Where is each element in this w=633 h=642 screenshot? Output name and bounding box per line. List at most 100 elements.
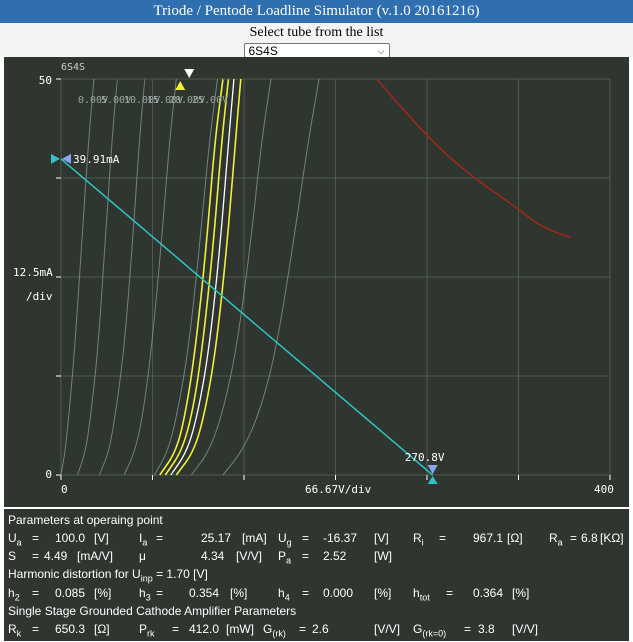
grk-value: 2.6 (312, 622, 329, 636)
plot-grid (56, 78, 611, 480)
curve-label: 20.00V (169, 95, 205, 106)
rk-value: 650.3 (55, 622, 86, 636)
ri-value: 967.1 (473, 531, 504, 545)
ug-label: Ug (278, 531, 292, 548)
htot-eq: = (446, 586, 454, 600)
s-label: S (8, 549, 17, 563)
h3-label: h3 (139, 586, 151, 603)
s-unit: [mA/V] (77, 549, 114, 563)
chevron-down-icon: ⌵ (377, 46, 385, 56)
plate-curve (222, 78, 320, 476)
h3-unit: [%] (230, 586, 248, 600)
ri-unit: [Ω] (507, 531, 523, 545)
voltage-handle-icon (427, 476, 438, 484)
operating-point-handle-icon (184, 69, 195, 78)
pa-eq: = (302, 549, 310, 563)
s-eq: = (32, 549, 40, 563)
pa-label: Pa (278, 549, 292, 566)
current-handle-icon (51, 153, 60, 164)
y-zero-label: 0 (45, 468, 52, 481)
grk0-value: 3.8 (478, 622, 495, 636)
rk-unit: [Ω] (94, 622, 110, 636)
app-title: Triode / Pentode Loadline Simulator (v.1… (0, 0, 633, 23)
y-mid-label: 12.5mA (13, 266, 53, 279)
load-line (60, 158, 434, 476)
ri-label: Ri (413, 531, 424, 548)
tube-selector-bar: Select tube from the list 6S4S ⌵ (0, 23, 633, 58)
plate-curve (76, 78, 118, 476)
plot-markers (51, 69, 438, 484)
plate-curve (123, 78, 177, 476)
current-handle-icon (62, 153, 71, 164)
loadline-graph[interactable]: 6S4S 50 12.5mA /div 0 0 66.67V/div 400 0… (4, 57, 629, 507)
operating-point-heading: Parameters at operaing point (8, 513, 163, 527)
htot-unit: [%] (512, 586, 530, 600)
rk-eq: = (32, 622, 40, 636)
h2-value: 0.085 (55, 586, 86, 600)
ia-eq: = (156, 531, 164, 545)
tube-select[interactable]: 6S4S ⌵ (243, 43, 390, 58)
h4-label: h4 (278, 586, 290, 603)
curve-label: 5.00V (101, 95, 131, 106)
pa-unit: [W] (374, 549, 392, 563)
plate-curve (159, 78, 224, 476)
ra-value: 6.8 (581, 531, 598, 545)
loadline-current-label: 39.91mA (73, 153, 120, 166)
ra-label: Ra (549, 531, 563, 548)
grk-unit: [V/V] (374, 622, 401, 636)
ia-unit: [mA] (242, 531, 267, 545)
amplifier-heading: Single Stage Grounded Cathode Amplifier … (8, 604, 297, 618)
parameters-panel: Parameters at operaing point Ua = 100.0 … (4, 509, 629, 641)
plate-curve (60, 78, 95, 476)
y-div-label: /div (26, 290, 53, 303)
curve-label: 15.00V (147, 95, 183, 106)
h4-value: 0.000 (323, 586, 354, 600)
y-top-label: 50 (39, 74, 52, 87)
x-max-label: 400 (594, 483, 614, 496)
curve-label: 0.00V (78, 95, 108, 106)
h4-unit: [%] (374, 586, 392, 600)
ia-value: 25.17 (201, 531, 232, 545)
voltage-handle-icon (427, 465, 438, 474)
power-limit-curve (376, 78, 571, 239)
harmonic-heading: Harmonic distortion for Uinp = 1.70 [V] (8, 567, 208, 584)
ug-eq: = (302, 531, 310, 545)
power-limit-group (376, 78, 571, 239)
tube-select-value: 6S4S (248, 44, 278, 58)
tube-selector-label: Select tube from the list (249, 25, 384, 40)
mu-value: 4.34 (201, 549, 225, 563)
h3-eq: = (156, 586, 164, 600)
mu-unit: [V/V] (236, 549, 263, 563)
plate-curves (60, 78, 320, 476)
mu-label: μ (139, 549, 146, 563)
h3-value: 0.354 (189, 586, 220, 600)
pa-value: 2.52 (323, 549, 347, 563)
x-mid-label: 66.67V/div (305, 483, 372, 496)
ia-label: Ia (139, 531, 148, 548)
plate-curve (98, 78, 146, 476)
plot-svg: 6S4S 50 12.5mA /div 0 0 66.67V/div 400 0… (13, 62, 614, 496)
ri-eq: = (439, 531, 447, 545)
loadline-group (60, 158, 434, 476)
h2-unit: [%] (94, 586, 112, 600)
curve-label: 25.00V (192, 95, 228, 106)
grk-label: G(rk) (263, 622, 286, 639)
prk-eq: = (172, 622, 180, 636)
htot-value: 0.364 (473, 586, 504, 600)
ug-value: -16.37 (323, 531, 358, 545)
plate-curve (175, 78, 242, 476)
h2-eq: = (32, 586, 40, 600)
ua-label: Ua (8, 531, 22, 548)
htot-label: htot (413, 586, 430, 603)
plate-curve (170, 78, 235, 476)
rk-label: Rk (8, 622, 22, 639)
ua-unit: [V] (94, 531, 109, 545)
plate-curve (190, 78, 272, 476)
curve-label: 10.00V (124, 95, 160, 106)
grk0-eq: = (464, 622, 472, 636)
ra-eq: = (570, 531, 578, 545)
ua-value: 100.0 (55, 531, 86, 545)
grk0-label: G(rk=0) (413, 622, 447, 639)
grk-eq: = (299, 622, 307, 636)
